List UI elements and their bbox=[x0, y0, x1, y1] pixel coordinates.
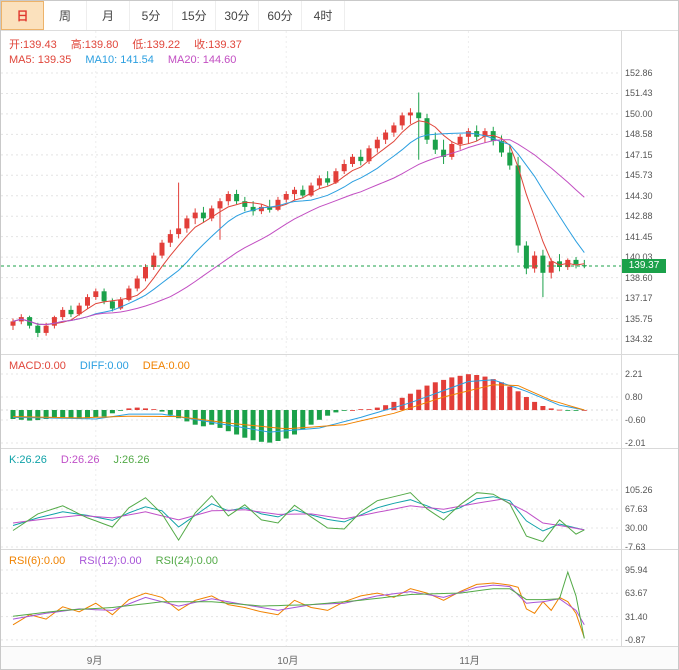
rsi-item-0: RSI(6):0.00 bbox=[9, 555, 66, 567]
rsi-item-2: RSI(24):0.00 bbox=[155, 555, 218, 567]
y-axis-separator bbox=[621, 31, 622, 646]
x-axis-label: 9月 bbox=[86, 656, 103, 667]
ma-item-2: MA20: 144.60 bbox=[167, 54, 237, 66]
period-toolbar: 日周月 5分 15分 30分 60分 4时 bbox=[1, 1, 678, 31]
kdj-item-1: D:26.26 bbox=[60, 454, 100, 466]
y-axis-label: 145.73 bbox=[625, 170, 653, 181]
y-axis-label: 140.03 bbox=[625, 252, 653, 263]
y-axis-label: 0.80 bbox=[625, 392, 643, 402]
x-axis: 9月 10月 11月 bbox=[1, 646, 678, 669]
tab-30min[interactable]: 30分 bbox=[216, 1, 259, 30]
tab-60min[interactable]: 60分 bbox=[259, 1, 302, 30]
kdj-item-0: K:26.26 bbox=[9, 454, 47, 466]
kdj-item-2: J:26.26 bbox=[113, 454, 150, 466]
macd-item-1: DIFF:0.00 bbox=[79, 360, 129, 372]
ma-item-0: MA5: 139.35 bbox=[9, 54, 72, 66]
y-axis-label: 137.17 bbox=[625, 293, 653, 304]
ohlc-item-1: 高:139.80 bbox=[70, 39, 119, 51]
y-axis-label: 2.21 bbox=[625, 369, 643, 379]
kdj-readout: K:26.26 D:26.26 J:26.26 bbox=[9, 454, 164, 466]
y-axis-label: 147.15 bbox=[625, 149, 653, 160]
y-axis-label: -0.87 bbox=[625, 634, 646, 645]
y-axis-label: 152.86 bbox=[625, 68, 653, 78]
y-axis-label: 63.67 bbox=[625, 588, 648, 599]
ohlc-readout: 开:139.43 高:139.80 低:139.22 收:139.37 bbox=[9, 36, 256, 52]
rsi-panel: RSI(6):0.00 RSI(12):0.00 RSI(24):0.00 95.9… bbox=[1, 549, 679, 647]
macd-panel: MACD:0.00 DIFF:0.00 DEA:0.00 2.21 0.80 -0.60… bbox=[1, 354, 679, 449]
tab-5min[interactable]: 5分 bbox=[130, 1, 173, 30]
y-axis-label: -0.60 bbox=[625, 415, 646, 425]
y-axis-label: 30.00 bbox=[625, 523, 648, 533]
y-axis-label: 151.43 bbox=[625, 88, 653, 99]
y-axis-label: 134.32 bbox=[625, 333, 653, 344]
y-axis-label: 138.60 bbox=[625, 272, 653, 283]
ohlc-item-2: 低:139.22 bbox=[132, 39, 181, 51]
y-axis-label: 142.88 bbox=[625, 211, 653, 222]
rsi-item-1: RSI(12):0.00 bbox=[79, 555, 142, 567]
macd-item-2: DEA:0.00 bbox=[142, 360, 190, 372]
ohlc-item-3: 收:139.37 bbox=[194, 39, 242, 51]
last-price-tag: 139.37 bbox=[622, 259, 666, 273]
ma-readout: MA5: 139.35 MA10: 141.54 MA20: 144.60 bbox=[9, 54, 250, 66]
tab-month[interactable]: 月 bbox=[87, 1, 130, 30]
ma-item-1: MA10: 141.54 bbox=[85, 54, 154, 66]
macd-readout: MACD:0.00 DIFF:0.00 DEA:0.00 bbox=[9, 360, 204, 372]
tab-15min[interactable]: 15分 bbox=[173, 1, 216, 30]
y-axis-label: 150.00 bbox=[625, 108, 653, 119]
macd-item-0: MACD:0.00 bbox=[9, 360, 66, 372]
y-axis-label: -7.63 bbox=[625, 542, 646, 552]
y-axis-label: 141.45 bbox=[625, 231, 653, 242]
y-axis-label: 135.75 bbox=[625, 313, 653, 324]
tab-week[interactable]: 周 bbox=[44, 1, 87, 30]
rsi-chart-canvas[interactable] bbox=[1, 550, 679, 647]
y-axis-label: -2.01 bbox=[625, 438, 646, 448]
rsi-readout: RSI(6):0.00 RSI(12):0.00 RSI(24):0.00 bbox=[9, 555, 232, 567]
tab-day[interactable]: 日 bbox=[1, 1, 44, 30]
kdj-chart-canvas[interactable] bbox=[1, 449, 679, 550]
y-axis-label: 144.30 bbox=[625, 190, 653, 201]
macd-chart-canvas[interactable] bbox=[1, 355, 679, 449]
y-axis-label: 105.26 bbox=[625, 485, 653, 495]
x-axis-label: 10月 bbox=[277, 656, 299, 667]
kdj-panel: K:26.26 D:26.26 J:26.26 105.26 67.63 30.00 -7… bbox=[1, 448, 679, 552]
candlestick-chart-canvas[interactable] bbox=[1, 31, 679, 354]
ohlc-item-0: 开:139.43 bbox=[9, 39, 57, 51]
y-axis-label: 31.40 bbox=[625, 611, 648, 622]
y-axis-label: 148.58 bbox=[625, 129, 653, 140]
tab-4hour[interactable]: 4时 bbox=[302, 1, 345, 30]
price-panel: 开:139.43 高:139.80 低:139.22 收:139.37 MA5: 13… bbox=[1, 31, 679, 354]
y-axis-label: 67.63 bbox=[625, 504, 648, 514]
y-axis-label: 95.94 bbox=[625, 565, 648, 575]
x-axis-label: 11月 bbox=[459, 656, 480, 667]
